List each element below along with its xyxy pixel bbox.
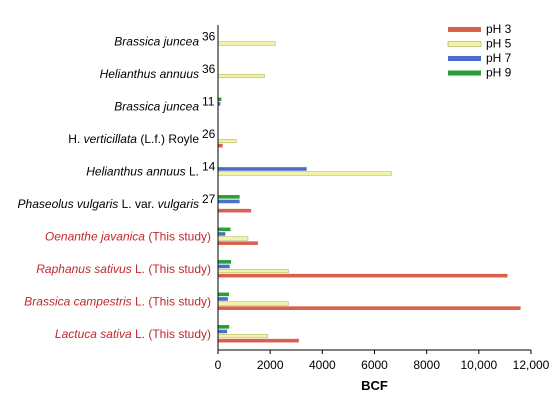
category-label-4-part-1: L. <box>186 164 199 178</box>
legend-swatch-ph-3 <box>448 27 481 32</box>
category-ref-2: 11 <box>202 94 215 108</box>
x-tick-label-3: 6000 <box>361 358 388 372</box>
category-label-2: Brassica juncea <box>114 99 199 113</box>
category-label-7-part-1: L. (This study) <box>132 262 211 276</box>
category-label-8: Brassica campestris L. (This study) <box>24 294 211 308</box>
legend-swatch-ph-7 <box>448 56 481 61</box>
category-label-6: Oenanthe javanica (This study) <box>45 229 211 243</box>
category-label-4-part-0: Helianthus annuus <box>86 164 185 178</box>
bar-ph-5-row-9 <box>217 334 268 339</box>
x-tick-label-0: 0 <box>215 358 222 372</box>
bars <box>217 41 521 343</box>
category-ref-5: 27 <box>202 192 216 206</box>
bar-ph-3-row-9 <box>218 338 299 343</box>
bar-ph-9-row-9 <box>218 325 230 329</box>
category-label-9: Lactuca sativa L. (This study) <box>55 327 211 341</box>
bar-ph-9-row-7 <box>218 260 232 264</box>
bar-ph-5-row-0 <box>217 41 276 46</box>
category-ref-3: 26 <box>202 127 216 141</box>
category-label-5-part-0: Phaseolus vulgaris <box>18 197 119 211</box>
category-label-3: H. verticillata (L.f.) Royle <box>68 132 199 146</box>
category-label-8-part-1: L. (This study) <box>132 294 211 308</box>
bar-ph-7-row-4 <box>218 167 307 171</box>
x-tick-label-1: 2000 <box>257 358 284 372</box>
category-label-1-part-0: Helianthus annuus <box>100 67 199 81</box>
category-label-6-part-0: Oenanthe javanica <box>45 229 145 243</box>
bar-ph-7-row-2 <box>218 102 221 106</box>
category-label-5: Phaseolus vulgaris L. var. vulgaris <box>18 197 199 211</box>
legend-swatch-ph-9 <box>448 70 481 76</box>
category-label-3-part-0: H. <box>68 132 83 146</box>
bar-ph-5-row-1 <box>217 74 265 79</box>
x-axis-title: BCF <box>361 378 388 393</box>
bar-ph-7-row-8 <box>218 297 228 301</box>
bar-ph-5-row-6 <box>217 236 249 241</box>
x-tick-label-4: 8000 <box>413 358 440 372</box>
category-label-5-part-2: vulgaris <box>158 197 199 211</box>
category-label-5-part-1: L. var. <box>118 197 157 211</box>
category-label-7-part-0: Raphanus sativus <box>36 262 131 276</box>
category-label-6-part-1: (This study) <box>145 229 211 243</box>
bar-ph-9-row-2 <box>218 97 222 102</box>
category-label-3-part-2: (L.f.) Royle <box>137 132 199 146</box>
bar-ph-3-row-3 <box>218 143 223 148</box>
category-label-4: Helianthus annuus L. <box>86 164 199 178</box>
bar-ph-7-row-5 <box>218 199 240 204</box>
category-label-0: Brassica juncea <box>114 34 199 48</box>
legend-label-ph-7: pH 7 <box>486 51 512 65</box>
category-label-1: Helianthus annuus <box>100 67 199 81</box>
bar-ph-3-row-6 <box>218 241 258 245</box>
category-ref-0: 36 <box>202 29 216 43</box>
legend-label-ph-3: pH 3 <box>486 22 512 36</box>
bar-ph-3-row-7 <box>218 273 508 278</box>
category-label-8-part-0: Brassica campestris <box>24 294 131 308</box>
x-tick-label-6: 12,000 <box>513 358 550 372</box>
x-tick-label-2: 4000 <box>309 358 336 372</box>
bar-ph-9-row-8 <box>218 292 229 297</box>
bar-ph-5-row-8 <box>217 301 289 306</box>
category-label-7: Raphanus sativus L. (This study) <box>36 262 211 276</box>
bar-ph-5-row-3 <box>217 139 237 144</box>
category-label-9-part-1: L. (This study) <box>132 327 211 341</box>
category-label-3-part-1: verticillata <box>84 132 138 146</box>
bar-ph-7-row-9 <box>218 329 228 334</box>
bar-ph-7-row-7 <box>218 264 230 269</box>
legend: pH 3pH 5pH 7pH 9 <box>447 22 512 80</box>
legend-label-ph-5: pH 5 <box>486 37 512 51</box>
category-label-9-part-0: Lactuca sativa <box>55 327 132 341</box>
bar-ph-5-row-7 <box>217 269 289 274</box>
bar-ph-9-row-5 <box>218 195 240 199</box>
axes: 0 2000 4000 6000 8000 10,000 12,000 <box>215 25 550 372</box>
bar-ph-9-row-6 <box>218 227 231 232</box>
bar-ph-3-row-5 <box>218 208 252 213</box>
category-ref-1: 36 <box>202 62 216 76</box>
legend-swatch-ph-5 <box>447 41 482 47</box>
category-label-2-part-0: Brassica juncea <box>114 99 199 113</box>
bar-ph-3-row-8 <box>218 306 521 310</box>
legend-label-ph-9: pH 9 <box>486 66 512 80</box>
bar-ph-7-row-6 <box>218 232 226 236</box>
category-ref-4: 14 <box>202 159 216 173</box>
category-label-0-part-0: Brassica juncea <box>114 34 199 48</box>
bar-ph-5-row-4 <box>217 171 392 176</box>
x-tick-label-5: 10,000 <box>460 358 497 372</box>
